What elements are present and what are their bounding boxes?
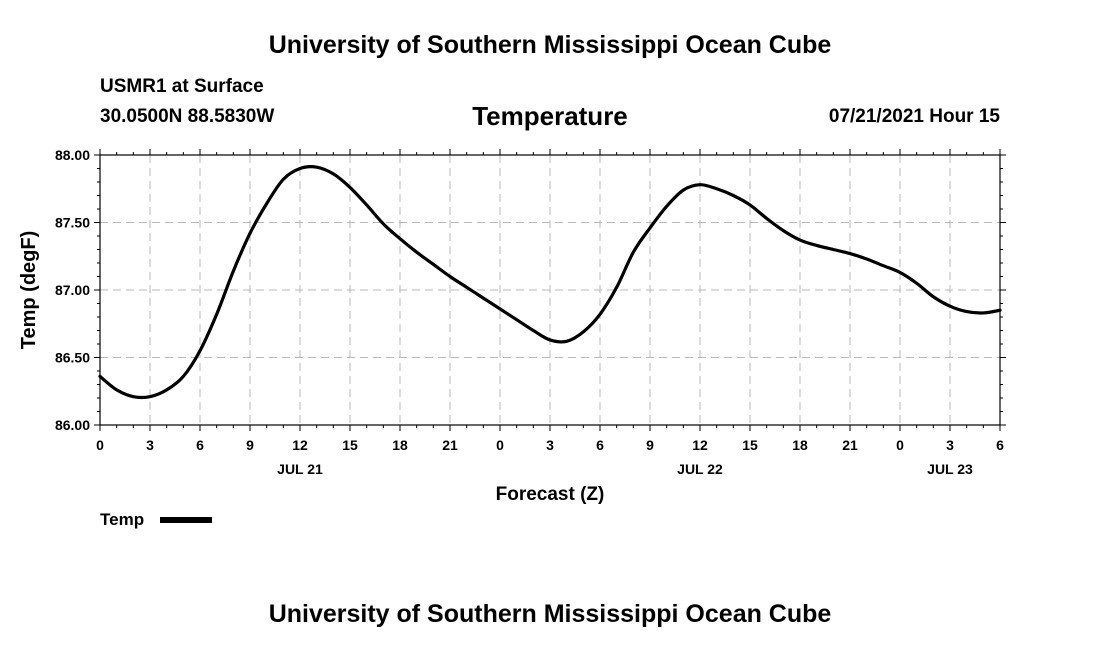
x-tick-label: 9 [246, 437, 254, 453]
y-tick-label: 86.00 [55, 417, 90, 433]
x-tick-label: 6 [196, 437, 204, 453]
legend: Temp [100, 510, 212, 529]
x-tick-label: 0 [896, 437, 904, 453]
x-tick-label: 9 [646, 437, 654, 453]
y-tick-label: 87.50 [55, 215, 90, 231]
x-tick-label: 3 [146, 437, 154, 453]
y-axis-title: Temp (degF) [18, 231, 40, 350]
footer-title: University of Southern Mississippi Ocean… [268, 600, 832, 628]
y-tick-label: 86.50 [55, 350, 90, 366]
temperature-chart: 0 3 6 9 12 15 18 21 0 3 6 9 12 15 18 21 0 3 6 86.00 86.50 87.… [18, 147, 1006, 529]
y-tick-label: 88.00 [55, 147, 90, 163]
location-label: 30.0500N 88.5830W [100, 106, 275, 127]
axis-labels: 0 3 6 9 12 15 18 21 0 3 6 9 12 15 18 21 0 3 6 86.00 86.50 87.… [55, 147, 1004, 477]
x-tick-label: 3 [546, 437, 554, 453]
date-label: JUL 23 [927, 461, 973, 477]
station-label: USMR1 at Surface [100, 76, 264, 97]
x-tick-label: 6 [596, 437, 604, 453]
x-tick-label: 6 [996, 437, 1004, 453]
chart-title: Temperature [472, 101, 628, 131]
x-tick-label: 15 [742, 437, 758, 453]
y-tick-label: 87.00 [55, 282, 90, 298]
date-label: JUL 22 [677, 461, 723, 477]
x-tick-label: 15 [342, 437, 358, 453]
x-tick-label: 21 [442, 437, 458, 453]
temp-series-line [98, 165, 1002, 400]
legend-label-temp: Temp [100, 510, 144, 529]
plot-frame [99, 154, 1001, 426]
x-tick-label: 12 [692, 437, 708, 453]
main-title: University of Southern Mississippi Ocean… [268, 31, 832, 59]
x-tick-label: 12 [292, 437, 308, 453]
grid-lines [100, 155, 1000, 425]
x-tick-label: 21 [842, 437, 858, 453]
x-tick-label: 18 [392, 437, 408, 453]
date-label: JUL 21 [277, 461, 323, 477]
x-tick-label: 18 [792, 437, 808, 453]
datetime-label: 07/21/2021 Hour 15 [828, 106, 1000, 127]
x-tick-label: 0 [496, 437, 504, 453]
x-axis-title: Forecast (Z) [496, 484, 605, 505]
x-tick-label: 3 [946, 437, 954, 453]
x-tick-label: 0 [96, 437, 104, 453]
